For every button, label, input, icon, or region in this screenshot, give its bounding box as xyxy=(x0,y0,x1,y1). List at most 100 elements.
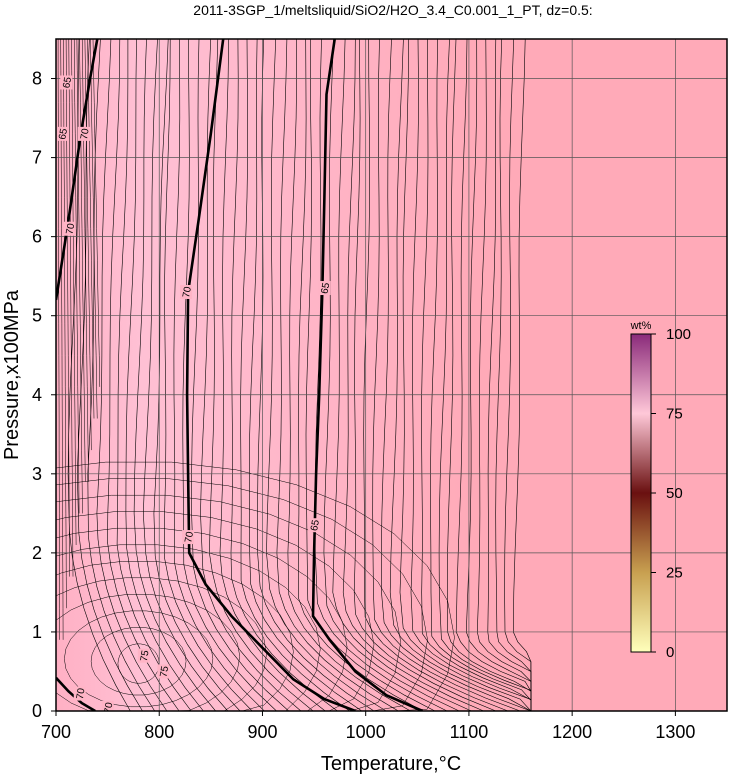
x-tick-label: 1200 xyxy=(552,722,592,742)
thin-contour xyxy=(153,39,241,711)
x-tick-label: 900 xyxy=(247,722,277,742)
thin-contour xyxy=(56,478,428,711)
thin-contour xyxy=(87,39,95,419)
contour-label: 65 xyxy=(309,519,322,532)
contour-label: 70 xyxy=(181,285,194,298)
contour-label: 70 xyxy=(79,127,92,140)
thin-contour xyxy=(323,39,460,711)
thin-contour xyxy=(96,39,168,711)
thin-contour xyxy=(230,39,338,711)
thin-contour xyxy=(56,561,294,711)
thin-contour xyxy=(173,39,265,711)
y-tick-label: 7 xyxy=(32,148,42,168)
x-tick-label: 1100 xyxy=(450,722,489,742)
thin-contour xyxy=(248,39,362,711)
contour-label-bg xyxy=(137,648,150,663)
thin-contour xyxy=(512,39,532,711)
thin-contour xyxy=(76,39,143,711)
thin-contour xyxy=(209,39,314,711)
bold-contour-70 xyxy=(185,39,356,711)
contour-label-bg xyxy=(63,221,76,236)
chart-title: 2011-3SGP_1/meltsliquid/SiO2/H2O_3.4_C0.… xyxy=(193,2,592,18)
x-axis-label: Temperature,°C xyxy=(321,753,461,775)
contour-label-bg xyxy=(73,686,86,701)
thin-contour xyxy=(287,39,411,711)
x-tick-label: 1300 xyxy=(655,722,695,742)
contour-label: 75 xyxy=(158,665,171,678)
thin-contour xyxy=(476,39,532,711)
colorbar-ticks: 0 25 50 75 100 xyxy=(651,326,691,661)
contour-label-bg xyxy=(318,281,331,296)
contour-label-bg xyxy=(101,700,114,711)
thin-contour xyxy=(64,610,214,708)
thin-contour xyxy=(142,39,229,711)
thin-contour xyxy=(297,39,423,711)
thin-contour xyxy=(191,39,289,711)
thin-contour xyxy=(276,39,399,711)
contour-labels: 65 65 70 70 70 65 70 65 70 70 75 75 xyxy=(56,75,332,714)
y-axis-ticks: 0 1 2 3 4 5 6 7 8 xyxy=(32,69,56,721)
contour-label-bg xyxy=(308,518,321,533)
thin-contour xyxy=(56,544,321,711)
y-tick-label: 8 xyxy=(32,69,42,89)
thin-contour xyxy=(73,39,80,514)
contour-label-bg xyxy=(60,75,73,90)
x-axis-ticks: 700 800 900 1000 1100 1200 1300 xyxy=(41,711,695,742)
contour-label-bg xyxy=(77,126,90,141)
contour-label: 65 xyxy=(319,281,332,294)
thin-contour xyxy=(92,39,101,387)
thin-contour xyxy=(90,39,98,419)
contour-label-bg xyxy=(182,530,195,545)
y-tick-label: 6 xyxy=(32,227,42,247)
x-tick-label: 700 xyxy=(41,722,71,742)
x-tick-label: 800 xyxy=(144,722,174,742)
y-tick-label: 2 xyxy=(32,543,42,563)
colorbar-tick-label: 50 xyxy=(666,485,683,502)
contour-label-bg xyxy=(180,284,193,299)
thin-contour xyxy=(56,494,402,711)
y-tick-label: 1 xyxy=(32,622,42,642)
thin-contour xyxy=(133,39,216,711)
colorbar-title: wt% xyxy=(630,320,652,332)
thin-contour xyxy=(56,511,375,711)
plot-frame xyxy=(55,38,728,712)
low-temperature-field xyxy=(56,39,476,711)
grid-lines xyxy=(56,39,727,711)
thin-contour xyxy=(76,39,83,514)
thin-contour xyxy=(266,39,387,711)
thin-contour xyxy=(107,39,180,711)
thin-contour xyxy=(240,39,350,711)
thin-contour xyxy=(56,527,348,711)
thin-contour xyxy=(465,39,532,711)
thin-contour xyxy=(67,39,131,711)
bold-contour-65 xyxy=(311,39,424,711)
colorbar-tick-label: 75 xyxy=(666,406,683,423)
thin-contour xyxy=(125,39,204,711)
colorbar-tick-label: 0 xyxy=(666,644,674,661)
thin-contour xyxy=(56,577,267,711)
y-tick-label: 4 xyxy=(32,385,42,405)
contour-label-bg xyxy=(157,664,170,679)
contour-label: 70 xyxy=(103,701,116,714)
thin-contour xyxy=(182,39,277,711)
thin-contour xyxy=(164,39,253,711)
x-tick-label: 1000 xyxy=(346,722,386,742)
thin-contour xyxy=(305,39,436,711)
contour-label: 65 xyxy=(61,76,74,89)
y-tick-label: 5 xyxy=(32,306,42,326)
thin-contour xyxy=(446,39,532,711)
thin-contour xyxy=(79,39,86,482)
contour-label: 70 xyxy=(65,222,78,235)
colorbar-tick-label: 25 xyxy=(666,565,683,582)
thin-contour xyxy=(117,643,160,684)
colorbar-gradient xyxy=(630,333,652,653)
contour-label: 70 xyxy=(183,530,196,543)
thin-contour xyxy=(68,39,74,577)
plot-area: 65 65 70 70 70 65 70 65 70 70 75 75 xyxy=(56,39,727,714)
contour-label-bg xyxy=(56,126,69,141)
colorbar: wt% 0 25 50 75 100 xyxy=(630,320,691,661)
thin-contour xyxy=(56,461,455,711)
contour-label: 65 xyxy=(57,127,70,140)
y-tick-label: 0 xyxy=(32,701,42,721)
